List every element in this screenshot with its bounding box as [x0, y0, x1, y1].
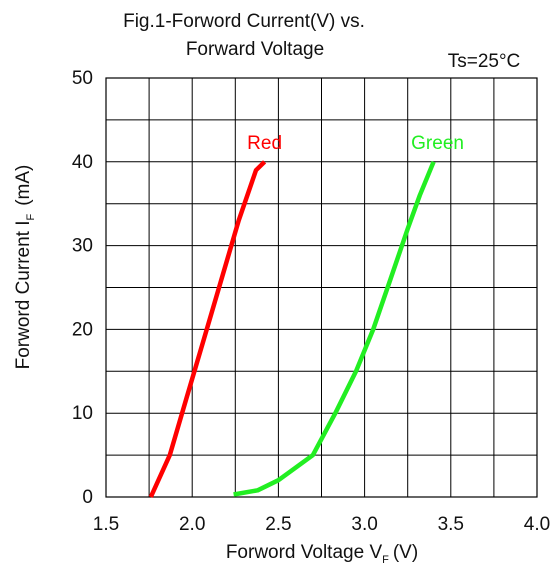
x-tick-label: 2.5: [265, 514, 291, 535]
x-tick-label: 3.0: [351, 514, 377, 535]
x-tick-label: 1.5: [93, 514, 119, 535]
x-tick-label: 3.5: [438, 514, 464, 535]
series-line-red: [148, 160, 267, 498]
grid: [105, 77, 538, 498]
y-tick-label: 30: [72, 236, 93, 257]
y-tick-label: 10: [72, 403, 93, 424]
temperature-annotation: Ts=25°C: [448, 51, 521, 72]
x-axis-label-subscript: F: [382, 554, 389, 566]
y-axis-label: Forword Current IF (mA): [13, 165, 37, 370]
y-tick-label: 20: [72, 319, 93, 340]
chart-title-line1: Fig.1-Forword Current(V) vs.: [123, 11, 365, 32]
chart-title-line2: Forward Voltage: [186, 39, 324, 60]
y-axis-label-unit: (mA): [13, 165, 34, 206]
x-axis-label-main: Forword Voltage V: [226, 542, 383, 563]
series-layer: Red Green: [148, 133, 464, 498]
x-axis-label-unit: (V): [393, 542, 418, 563]
series-label-red: Red: [247, 133, 282, 154]
series-line-green: [233, 160, 436, 497]
x-tick-label: 2.0: [179, 514, 205, 535]
x-axis-label: Forword Voltage VF (V): [226, 542, 418, 566]
series-label-green: Green: [411, 133, 464, 154]
y-axis-label-main: Forword Current I: [13, 221, 34, 370]
y-tick-label: 0: [82, 487, 93, 508]
y-axis-label-subscript: F: [25, 214, 37, 221]
y-tick-labels: 0 10 20 30 40 50: [72, 68, 93, 508]
y-tick-label: 40: [72, 152, 93, 173]
y-tick-label: 50: [72, 68, 93, 89]
plot-frame: [105, 77, 538, 498]
x-tick-label: 4.0: [524, 514, 550, 535]
x-tick-labels: 1.5 2.0 2.5 3.0 3.5 4.0: [93, 514, 550, 535]
